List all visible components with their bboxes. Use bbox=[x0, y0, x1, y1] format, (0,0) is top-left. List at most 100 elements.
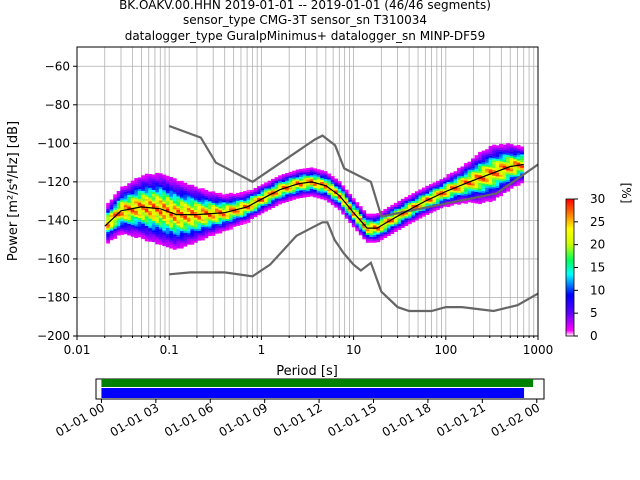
heatmap-cell bbox=[337, 202, 342, 205]
heatmap-cell bbox=[446, 193, 451, 196]
heatmap-cell bbox=[383, 228, 388, 231]
heatmap-cell bbox=[436, 198, 440, 201]
heatmap-cell bbox=[355, 227, 360, 230]
heatmap-cell bbox=[243, 204, 247, 207]
heatmap-cell bbox=[516, 154, 521, 157]
heatmap-cell bbox=[499, 172, 503, 175]
heatmap-cell bbox=[169, 234, 174, 237]
heatmap-cell bbox=[264, 184, 268, 187]
heatmap-cell bbox=[214, 223, 219, 226]
heatmap-cell bbox=[453, 175, 458, 178]
heatmap-cell bbox=[130, 180, 135, 183]
heatmap-cell bbox=[120, 203, 125, 206]
heatmap-cell bbox=[292, 180, 296, 183]
heatmap-cell bbox=[471, 169, 475, 173]
heatmap-cell bbox=[179, 217, 184, 220]
heatmap-cell bbox=[109, 201, 114, 204]
heatmap-cell bbox=[130, 188, 135, 191]
heatmap-cell bbox=[172, 189, 177, 192]
heatmap-cell bbox=[295, 179, 300, 182]
heatmap-cell bbox=[481, 191, 486, 194]
heatmap-cell bbox=[365, 225, 370, 228]
heatmap-cell bbox=[467, 192, 472, 195]
heatmap-cell bbox=[190, 211, 195, 214]
heatmap-cell bbox=[134, 210, 139, 213]
heatmap-cell bbox=[383, 218, 388, 221]
heatmap-cell bbox=[200, 193, 205, 197]
heatmap-cell bbox=[246, 195, 251, 198]
heatmap-cell bbox=[471, 164, 475, 167]
heatmap-cell bbox=[278, 190, 282, 193]
heatmap-cell bbox=[158, 219, 163, 222]
heatmap-cell bbox=[158, 221, 163, 224]
heatmap-cell bbox=[250, 199, 254, 202]
heatmap-cell bbox=[179, 190, 184, 193]
heatmap-cell bbox=[460, 197, 465, 200]
heatmap-cell bbox=[236, 204, 240, 207]
heatmap-cell bbox=[123, 203, 128, 206]
heatmap-cell bbox=[186, 194, 191, 197]
heatmap-cell bbox=[232, 195, 237, 198]
heatmap-cell bbox=[358, 221, 363, 224]
heatmap-cell bbox=[134, 216, 139, 219]
heatmap-cell bbox=[165, 179, 170, 182]
heatmap-cell bbox=[113, 223, 118, 226]
heatmap-cell bbox=[155, 194, 160, 197]
colorbar-tick-label: 0 bbox=[590, 329, 598, 343]
heatmap-cell bbox=[393, 202, 398, 206]
heatmap-cell bbox=[365, 219, 370, 222]
heatmap-cell bbox=[285, 182, 289, 185]
heatmap-cell bbox=[158, 175, 163, 178]
heatmap-cell bbox=[355, 223, 360, 226]
heatmap-cell bbox=[316, 171, 321, 174]
heatmap-cell bbox=[200, 205, 205, 208]
heatmap-cell bbox=[506, 179, 510, 182]
heatmap-cell bbox=[165, 223, 170, 227]
heatmap-cell bbox=[450, 199, 454, 202]
heatmap-cell bbox=[327, 173, 332, 176]
heatmap-cell bbox=[334, 195, 339, 199]
heatmap-cell bbox=[457, 192, 461, 196]
heatmap-cell bbox=[134, 179, 139, 183]
heatmap-cell bbox=[137, 229, 142, 232]
heatmap-cell bbox=[351, 198, 356, 201]
heatmap-cell bbox=[418, 191, 423, 194]
heatmap-cell bbox=[513, 160, 518, 164]
heatmap-cell bbox=[285, 190, 289, 193]
heatmap-cell bbox=[179, 215, 184, 218]
heatmap-cell bbox=[186, 190, 191, 193]
heatmap-cell bbox=[358, 213, 363, 217]
heatmap-cell bbox=[239, 213, 244, 216]
heatmap-cell bbox=[386, 206, 391, 210]
heatmap-cell bbox=[271, 184, 275, 187]
heatmap-cell bbox=[155, 199, 160, 202]
heatmap-cell bbox=[120, 196, 125, 199]
heatmap-cell bbox=[239, 219, 244, 222]
heatmap-cell bbox=[165, 229, 170, 232]
heatmap-cell bbox=[127, 233, 132, 236]
heatmap-cell bbox=[165, 227, 170, 230]
heatmap-cell bbox=[316, 196, 321, 199]
heatmap-cell bbox=[151, 238, 156, 241]
heatmap-cell bbox=[137, 225, 142, 228]
heatmap-cell bbox=[464, 163, 468, 166]
heatmap-cell bbox=[246, 213, 251, 216]
heatmap-cell bbox=[376, 230, 381, 233]
heatmap-cell bbox=[467, 169, 472, 172]
colorbar-tick-label: 25 bbox=[590, 215, 605, 229]
heatmap-cell bbox=[155, 215, 160, 218]
heatmap-cell bbox=[404, 221, 409, 225]
heatmap-cell bbox=[292, 195, 296, 198]
heatmap-cell bbox=[432, 207, 437, 210]
heatmap-cell bbox=[365, 230, 370, 234]
heatmap-cell bbox=[141, 200, 146, 203]
heatmap-cell bbox=[450, 186, 454, 189]
heatmap-cell bbox=[404, 200, 409, 203]
heatmap-cell bbox=[471, 187, 475, 190]
heatmap-cell bbox=[207, 201, 212, 204]
heatmap-cell bbox=[400, 214, 405, 217]
heatmap-cell bbox=[309, 182, 314, 185]
heatmap-cell bbox=[221, 219, 226, 222]
heatmap-cell bbox=[165, 214, 170, 217]
heatmap-cell bbox=[453, 190, 458, 193]
